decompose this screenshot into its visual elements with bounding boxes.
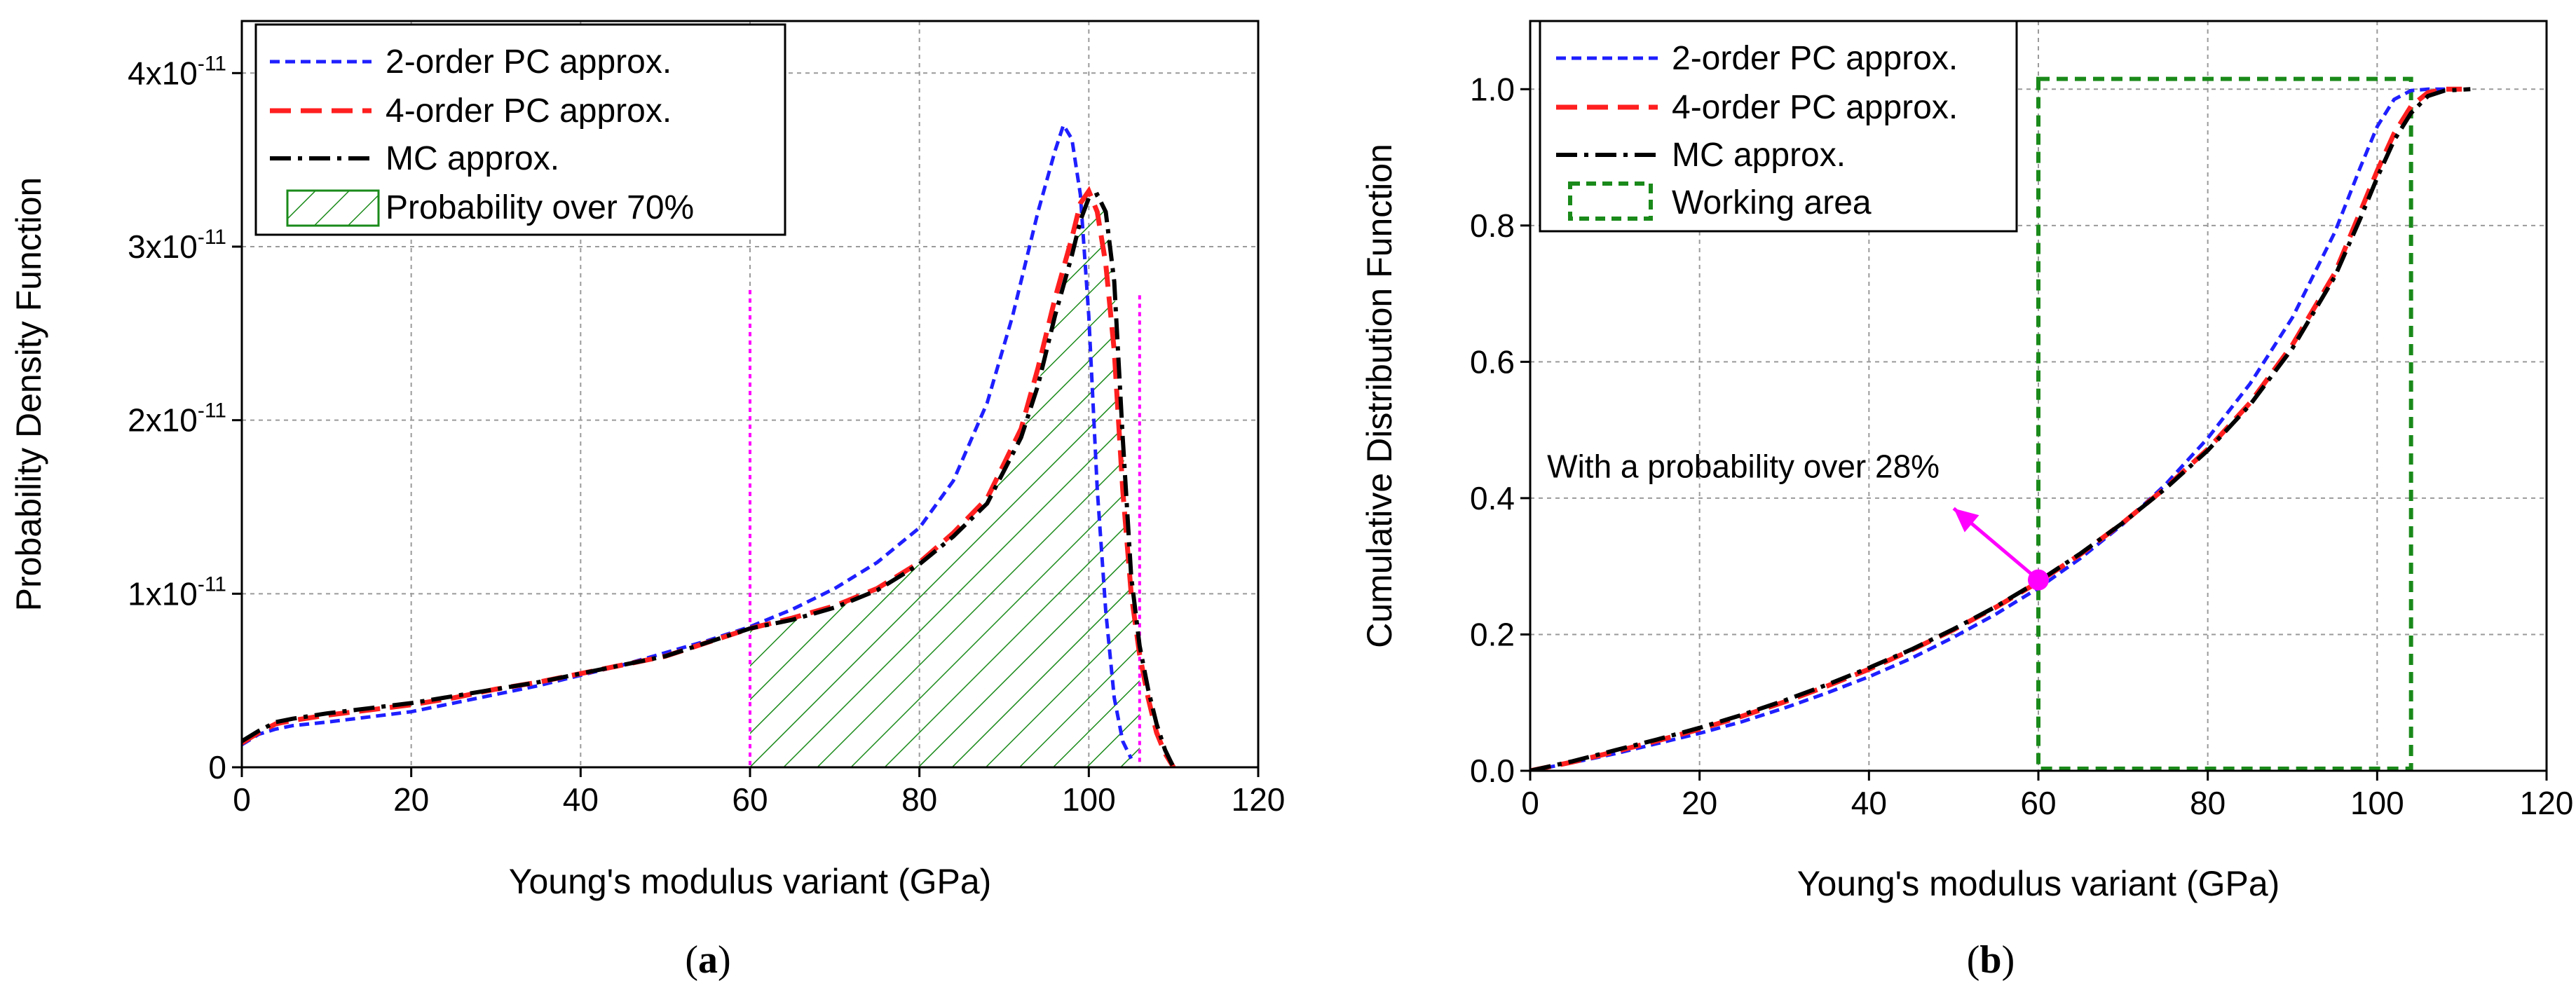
x-tick-label: 80	[2190, 785, 2226, 821]
y-tick-label: 1.0	[1470, 71, 1515, 107]
legend-label-2-order-pc: 2-order PC approx.	[1672, 40, 1958, 77]
legend-label-mc: MC approx.	[386, 140, 559, 177]
cdf-series-mc	[1530, 87, 2471, 771]
legend-label-shaded: Probability over 70%	[386, 189, 694, 226]
x-tick-label: 120	[2520, 785, 2574, 821]
y-tick-label: 0	[208, 749, 226, 785]
legend-label-4-order-pc: 4-order PC approx.	[386, 92, 672, 130]
y-tick-label: 0.4	[1470, 480, 1515, 516]
cdf-x-ticks: 0 20 40 60 80 100 120	[1521, 771, 2573, 821]
legend-label-working-area: Working area	[1672, 184, 1872, 221]
x-tick-label: 80	[901, 781, 937, 818]
pdf-x-axis-label: Young's modulus variant (GPa)	[509, 862, 992, 901]
annotation-text: With a probability over 28%	[1547, 448, 1940, 485]
panel-b-caption: (b)	[1967, 938, 2015, 982]
pdf-plot-area	[242, 121, 1176, 767]
pdf-chart: 0 20 40 60 80 100 120 0 1x10-11 2x10-11 3x10-11 4x…	[9, 20, 1285, 982]
cdf-y-axis-label: Cumulative Distribution Function	[1360, 144, 1399, 648]
cdf-chart: 0 20 40 60 80 100 120 0.0 0.2 0.4 0.6 0.8 1.0 With …	[1360, 20, 2573, 982]
x-tick-label: 100	[1062, 781, 1116, 818]
x-tick-label: 60	[732, 781, 768, 818]
x-tick-label: 40	[563, 781, 599, 818]
annotation-arrowhead	[1954, 508, 1979, 533]
y-tick-label: 0.6	[1470, 343, 1515, 380]
working-area-box	[2036, 76, 2413, 771]
y-tick-label: 0.2	[1470, 616, 1515, 652]
pdf-legend-box	[254, 23, 786, 236]
y-tick-label: 3x10-11	[128, 226, 226, 265]
pdf-series-2-order-pc	[242, 121, 1133, 760]
pdf-x-ticks: 0 20 40 60 80 100 120	[233, 767, 1285, 818]
x-tick-label: 40	[1851, 785, 1887, 821]
probability-over-70-shaded-area	[750, 194, 1140, 767]
cdf-legend-box	[1539, 20, 2018, 233]
y-tick-label: 1x10-11	[128, 572, 226, 612]
x-tick-label: 0	[233, 781, 251, 818]
legend-swatch-shaded	[286, 189, 380, 227]
y-tick-label: 0.0	[1470, 753, 1515, 789]
x-tick-label: 20	[393, 781, 429, 818]
legend-label-2-order-pc: 2-order PC approx.	[386, 43, 672, 81]
cdf-plot-area	[1530, 76, 2471, 771]
cdf-series-2-order-pc	[1530, 87, 2445, 771]
x-tick-label: 120	[1232, 781, 1286, 818]
y-tick-label: 2x10-11	[128, 399, 226, 439]
legend-label-mc: MC approx.	[1672, 137, 1846, 174]
x-tick-label: 100	[2350, 785, 2404, 821]
panel-a-caption: (a)	[685, 938, 730, 982]
y-tick-label: 0.8	[1470, 207, 1515, 244]
legend-swatch-working-area	[1568, 181, 1653, 221]
pdf-y-ticks: 0 1x10-11 2x10-11 3x10-11 4x10-11	[128, 52, 242, 785]
pdf-series-mc	[242, 191, 1175, 767]
annotation-point	[2028, 569, 2049, 591]
y-tick-label: 4x10-11	[128, 52, 226, 91]
x-tick-label: 60	[2020, 785, 2056, 821]
pdf-y-axis-label: Probability Density Function	[9, 177, 48, 612]
cdf-legend: 2-order PC approx. 4-order PC approx. MC…	[1539, 20, 2018, 233]
legend-label-4-order-pc: 4-order PC approx.	[1672, 89, 1958, 126]
cdf-x-axis-label: Young's modulus variant (GPa)	[1797, 864, 2280, 903]
x-tick-label: 20	[1682, 785, 1717, 821]
x-tick-label: 0	[1521, 785, 1539, 821]
pdf-legend: 2-order PC approx. 4-order PC approx. MC…	[254, 23, 786, 236]
cdf-y-ticks: 0.0 0.2 0.4 0.6 0.8 1.0	[1470, 71, 1530, 789]
pdf-series-4-order-pc	[242, 186, 1176, 767]
